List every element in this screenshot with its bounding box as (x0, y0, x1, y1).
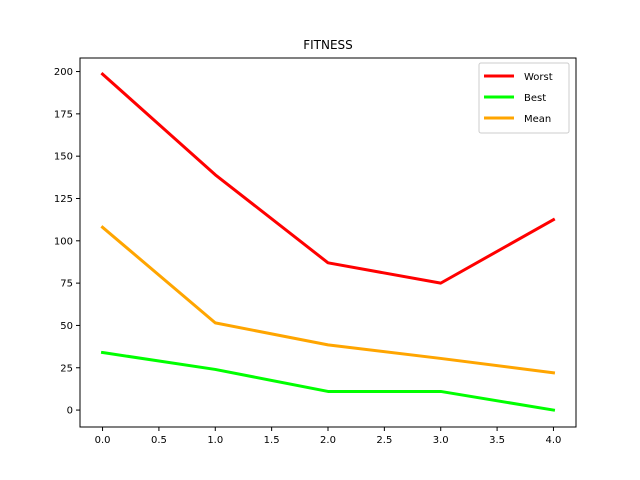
y-tick-label: 100 (54, 236, 73, 247)
x-tick-label: 1.0 (207, 435, 223, 446)
y-tick-label: 200 (54, 67, 73, 78)
y-tick-label: 25 (60, 363, 73, 374)
legend: Worst Best Mean (478, 62, 570, 134)
legend-label-worst: Worst (524, 72, 553, 83)
y-tick-label: 75 (60, 279, 73, 290)
y-tick-label: 175 (54, 109, 73, 120)
legend-box (478, 62, 570, 134)
legend-label-mean: Mean (524, 114, 551, 125)
x-tick-label: 4.0 (546, 435, 562, 446)
y-axis: 0 25 50 75 100 125 150 175 200 (54, 67, 80, 417)
series-line-worst (100, 71, 556, 285)
x-tick-label: 1.5 (264, 435, 280, 446)
series-line-mean (100, 225, 556, 375)
x-tick-label: 2.0 (320, 435, 336, 446)
x-tick-label: 2.5 (376, 435, 392, 446)
x-tick-label: 0.5 (151, 435, 167, 446)
y-tick-label: 50 (60, 321, 73, 332)
legend-label-best: Best (524, 93, 546, 104)
series-line-best (100, 350, 556, 412)
y-tick-label: 0 (67, 406, 73, 417)
y-tick-label: 150 (54, 152, 73, 163)
series-layer (100, 71, 556, 412)
y-tick-label: 125 (54, 194, 73, 205)
x-axis: 0.0 0.5 1.0 1.5 2.0 2.5 3.0 3.5 4.0 (95, 427, 562, 446)
x-tick-label: 3.5 (489, 435, 505, 446)
x-tick-label: 3.0 (433, 435, 449, 446)
plot-frame (79, 57, 577, 428)
x-tick-label: 0.0 (95, 435, 111, 446)
chart-title: FITNESS (303, 38, 353, 52)
